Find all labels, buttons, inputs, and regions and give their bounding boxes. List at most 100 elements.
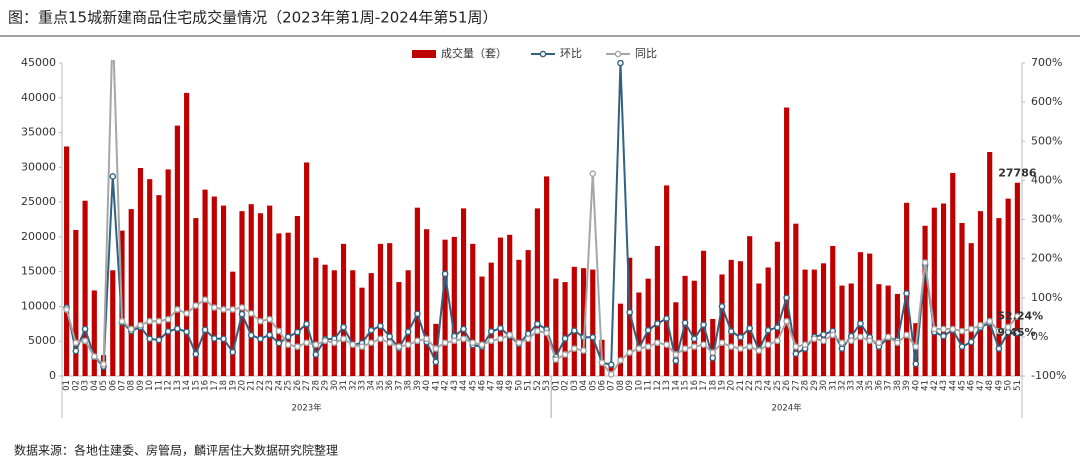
- marker: [801, 341, 809, 349]
- bar: [867, 253, 873, 376]
- bar: [544, 176, 550, 376]
- marker: [903, 290, 910, 297]
- x-tick-label: 34: [367, 380, 377, 391]
- bar: [885, 285, 891, 376]
- x-tick-label: 26: [782, 380, 792, 391]
- marker: [155, 317, 163, 325]
- x-tick-label: 52: [533, 380, 543, 391]
- bar: [340, 243, 347, 376]
- x-tick-label: 36: [874, 380, 884, 391]
- marker: [737, 345, 744, 352]
- marker: [866, 337, 873, 345]
- marker: [847, 337, 855, 345]
- x-tick-label: 09: [625, 380, 635, 391]
- x-tick-label: 20: [727, 380, 737, 391]
- bar: [1005, 198, 1011, 376]
- marker: [220, 335, 227, 343]
- bar: [562, 282, 568, 376]
- marker: [109, 173, 117, 180]
- marker: [238, 310, 246, 318]
- x-tick-label: 25: [284, 380, 294, 391]
- x-tick-label: 19: [228, 380, 238, 391]
- marker: [561, 351, 569, 358]
- marker: [469, 339, 477, 347]
- marker: [792, 343, 800, 350]
- marker: [174, 306, 181, 313]
- bar: [710, 318, 716, 376]
- x-tick-label: 23: [265, 380, 275, 391]
- x-tick-label: 10: [634, 380, 644, 391]
- marker: [441, 270, 449, 278]
- x-tick-label: 33: [847, 380, 857, 391]
- bar: [765, 267, 771, 376]
- bar: [165, 169, 171, 376]
- bar: [987, 152, 993, 376]
- bar: [608, 365, 614, 376]
- y-tick-label: 20000: [21, 230, 56, 243]
- x-tick-label: 35: [865, 380, 875, 391]
- marker: [441, 339, 449, 347]
- bar: [350, 270, 356, 376]
- x-tick-label: 33: [358, 380, 368, 391]
- x-tick-label: 25: [773, 380, 783, 391]
- bar: [230, 271, 236, 376]
- x-tick-label: 23: [754, 380, 764, 391]
- bar: [73, 229, 79, 376]
- marker: [192, 302, 200, 309]
- x-tick-label: 29: [321, 380, 331, 391]
- marker: [247, 310, 255, 317]
- marker: [404, 328, 412, 336]
- marker: [460, 335, 467, 343]
- y2-tick-label: -100%: [1031, 369, 1066, 382]
- bar: [304, 162, 310, 376]
- marker: [829, 331, 837, 339]
- x-tick-label: 40: [911, 380, 921, 391]
- marker: [137, 321, 144, 329]
- x-tick-label: 45: [958, 380, 968, 391]
- x-tick-label: 48: [985, 380, 995, 391]
- x-tick-label: 24: [274, 380, 284, 391]
- bar: [802, 269, 808, 376]
- marker: [534, 327, 541, 335]
- marker: [912, 343, 920, 350]
- x-tick-label: 34: [856, 380, 866, 391]
- y2-tick-label: 400%: [1031, 173, 1062, 186]
- x-tick-label: 06: [108, 380, 118, 391]
- x-tick-label: 26: [293, 380, 303, 391]
- marker: [81, 325, 89, 333]
- bar: [276, 233, 282, 376]
- marker: [1014, 313, 1021, 320]
- x-tick-label: 43: [450, 380, 460, 391]
- x-tick-label: 08: [127, 380, 137, 391]
- bar: [664, 185, 670, 376]
- data-label: 52.24%: [997, 309, 1043, 322]
- x-tick-label: 30: [819, 380, 829, 391]
- marker: [718, 339, 726, 347]
- y-tick-label: 15000: [21, 265, 56, 278]
- bar: [691, 280, 697, 376]
- bar: [894, 293, 900, 376]
- marker: [312, 351, 320, 358]
- x-tick-label: 39: [902, 380, 912, 391]
- x-tick-label: 43: [939, 380, 949, 391]
- marker: [478, 341, 486, 349]
- bar: [497, 237, 504, 376]
- bar: [525, 250, 531, 376]
- y2-tick-label: 0%: [1031, 330, 1048, 343]
- bar: [64, 146, 70, 376]
- marker: [672, 357, 680, 365]
- marker: [561, 335, 569, 342]
- x-tick-label: 02: [71, 380, 81, 391]
- marker: [497, 324, 504, 332]
- x-tick-label: 50: [514, 380, 524, 391]
- marker: [681, 345, 689, 352]
- bar: [627, 257, 633, 376]
- bar: [368, 273, 374, 376]
- bar: [128, 209, 134, 376]
- bar: [396, 282, 402, 376]
- bar: [728, 259, 734, 376]
- x-tick-label: 13: [662, 380, 672, 391]
- bar: [202, 189, 208, 376]
- bar: [857, 252, 864, 376]
- x-tick-label: 21: [247, 380, 257, 391]
